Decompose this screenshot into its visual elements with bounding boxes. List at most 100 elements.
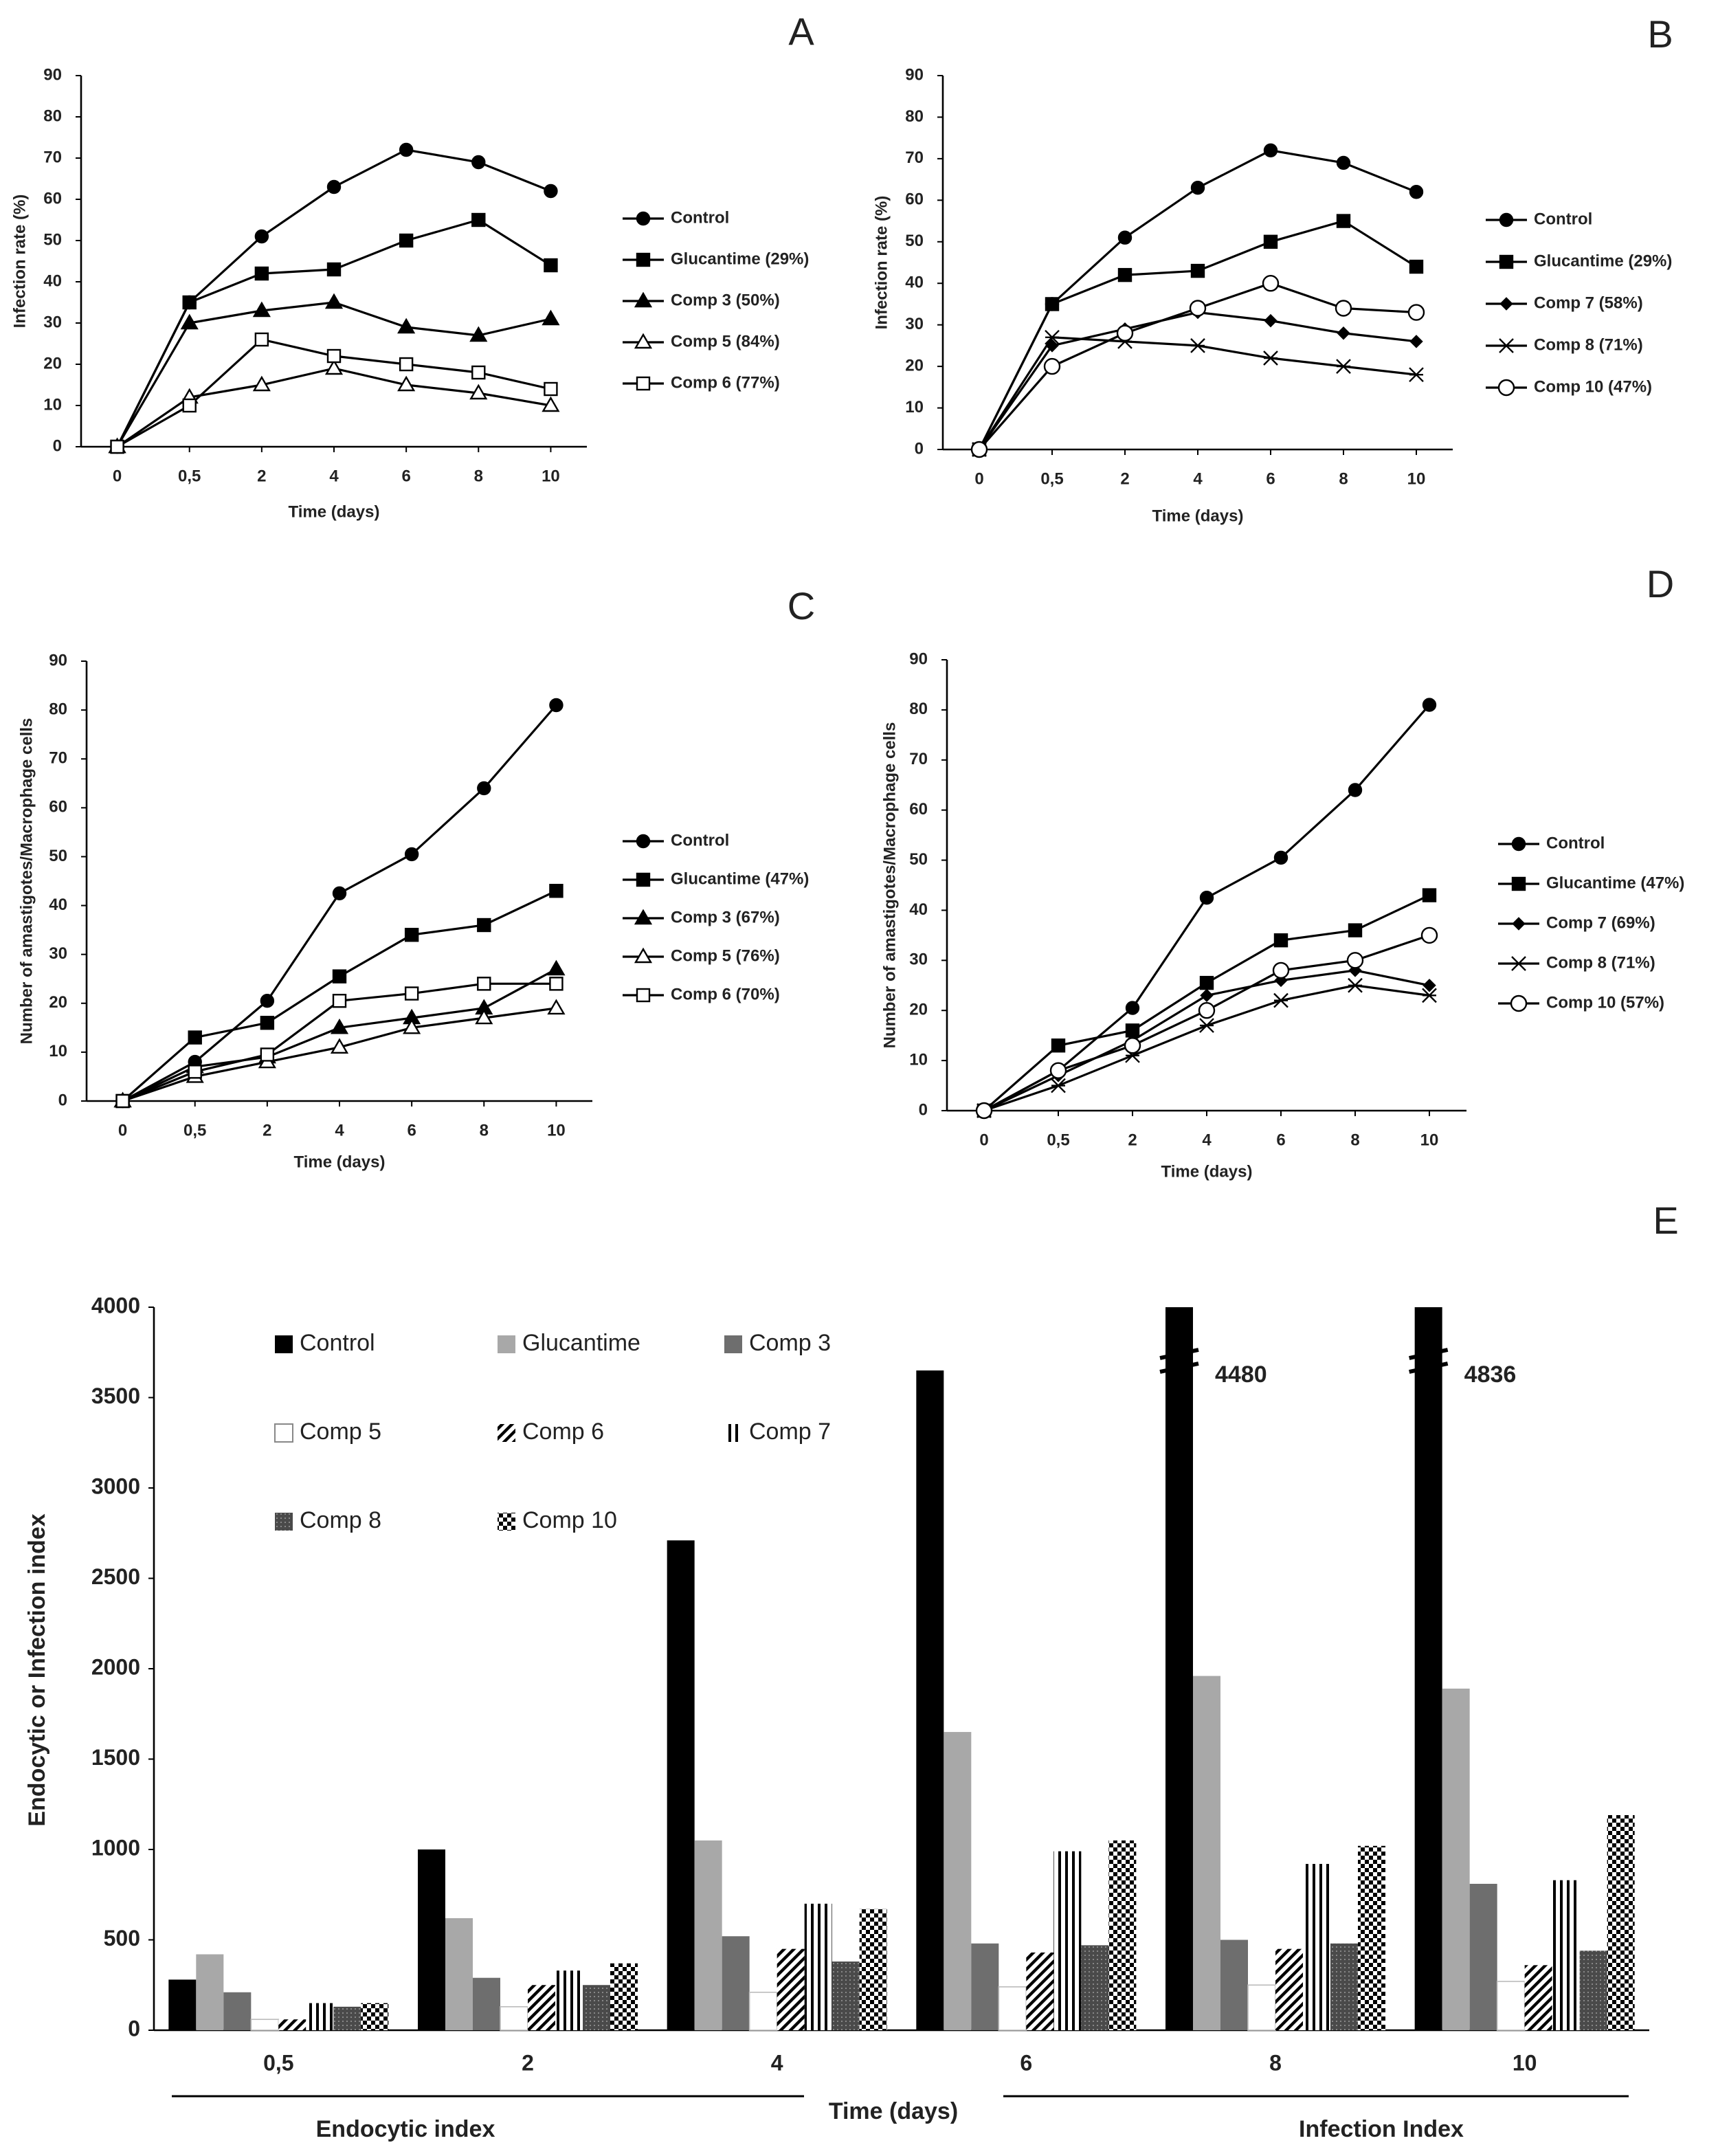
marker: [1263, 143, 1278, 158]
marker: [188, 1030, 202, 1045]
x-tick-label: 4: [1193, 469, 1203, 488]
x-tick-label: 0: [118, 1121, 127, 1140]
y-tick-label: 30: [905, 315, 924, 333]
marker: [1051, 1078, 1066, 1093]
marker: [1512, 917, 1526, 931]
marker: [1337, 326, 1350, 340]
break-mark: [1159, 1362, 1199, 1374]
bar: [777, 1948, 805, 2030]
marker: [1409, 259, 1424, 274]
marker: [399, 357, 414, 372]
marker: [544, 381, 558, 397]
legend-label: Comp 5 (84%): [671, 332, 780, 351]
y-tick-label: 40: [905, 274, 924, 292]
x-tick-label: 2: [522, 2050, 534, 2075]
y-tick-label: 80: [905, 107, 924, 126]
marker: [636, 252, 651, 267]
marker: [1198, 1002, 1216, 1019]
y-tick-label: 10: [909, 1050, 928, 1069]
marker: [1511, 876, 1526, 891]
bar: [1193, 1676, 1220, 2030]
x-tick-label: 0: [113, 467, 122, 485]
panel-label: D: [1647, 562, 1674, 605]
legend-label: Comp 3 (50%): [671, 291, 780, 309]
y-tick-label: 40: [43, 271, 62, 290]
bar: [998, 1986, 1027, 2031]
x-tick-label: 4: [771, 2050, 783, 2075]
y-tick-label: 40: [909, 900, 928, 919]
marker: [1348, 977, 1363, 993]
bar: [168, 1979, 197, 2030]
y-tick-label: 90: [49, 651, 67, 669]
y-tick-label: 70: [909, 750, 928, 768]
marker: [260, 1047, 275, 1062]
y-axis-label: Endocytic or Infection index: [24, 1513, 50, 1826]
legend-label: Comp 5 (76%): [671, 946, 780, 965]
x-tick-label: 6: [401, 467, 410, 485]
marker: [326, 262, 342, 277]
marker: [636, 211, 651, 226]
bar: [1469, 1883, 1497, 2030]
marker: [1336, 155, 1351, 170]
annotation: Infection Index: [1299, 2116, 1464, 2142]
bar: [473, 1977, 500, 2030]
marker: [324, 359, 344, 375]
x-tick-label: 2: [1128, 1131, 1137, 1149]
y-tick-label: 20: [43, 354, 62, 373]
bar: [445, 1918, 473, 2030]
x-tick-label: 2: [1120, 469, 1129, 488]
value-label: 4480: [1215, 1362, 1267, 1388]
marker: [1200, 988, 1214, 1003]
marker: [1499, 212, 1514, 227]
legend-label: Comp 8: [300, 1507, 381, 1533]
marker: [1348, 923, 1363, 937]
y-tick-label: 80: [909, 700, 928, 718]
x-tick-label: 0,5: [183, 1121, 206, 1140]
marker: [1422, 888, 1437, 902]
chart-panel: B 0 10 20 30 40 50 60 70 80 90 0 0,5 2 4 6 8 10 Time (days…: [872, 12, 1673, 526]
y-tick-label: 50: [905, 232, 924, 250]
x-tick-label: 10: [1407, 469, 1426, 488]
legend-label: Comp 10 (47%): [1534, 377, 1652, 396]
x-tick-label: 4: [329, 467, 339, 485]
legend-swatch: [275, 1513, 293, 1531]
y-tick-label: 20: [49, 993, 67, 1012]
marker: [1346, 952, 1364, 969]
legend-swatch: [275, 1335, 293, 1353]
marker: [180, 313, 199, 330]
x-tick-label: 0: [974, 469, 983, 488]
marker: [1336, 214, 1351, 228]
marker: [1045, 329, 1060, 345]
marker: [330, 1018, 349, 1034]
marker: [1420, 926, 1438, 944]
marker: [182, 398, 197, 413]
marker: [1199, 975, 1214, 990]
marker: [1499, 338, 1514, 353]
bar: [1358, 1845, 1385, 2030]
marker: [636, 376, 651, 391]
marker: [332, 969, 347, 983]
marker: [634, 909, 653, 925]
y-tick-label: 80: [43, 107, 62, 125]
legend-label: Comp 7: [749, 1419, 831, 1445]
marker: [1409, 185, 1424, 199]
marker: [544, 184, 558, 199]
marker: [1407, 304, 1425, 321]
break-mark: [1409, 1348, 1449, 1360]
y-tick-label: 3500: [91, 1383, 140, 1408]
break-mark: [1409, 1362, 1449, 1374]
y-tick-label: 10: [49, 1042, 67, 1060]
y-axis-label: Number of amastigotes/Macrophage cells: [880, 722, 899, 1049]
marker: [1499, 254, 1514, 269]
legend-swatch: [498, 1424, 515, 1442]
bars: [168, 1307, 1635, 2031]
y-tick-label: 60: [909, 800, 928, 819]
chart-panel: D 0 10 20 30 40 50 60 70 80 90 0 0,5 2 4 6 8 10 Time (days…: [880, 562, 1684, 1181]
marker: [477, 918, 491, 933]
legend-label: Control: [1534, 210, 1592, 228]
bar: [333, 2006, 361, 2030]
marker: [1049, 1062, 1067, 1079]
marker: [1190, 338, 1205, 353]
bar: [1165, 1307, 1193, 2030]
bar: [1081, 1945, 1109, 2030]
